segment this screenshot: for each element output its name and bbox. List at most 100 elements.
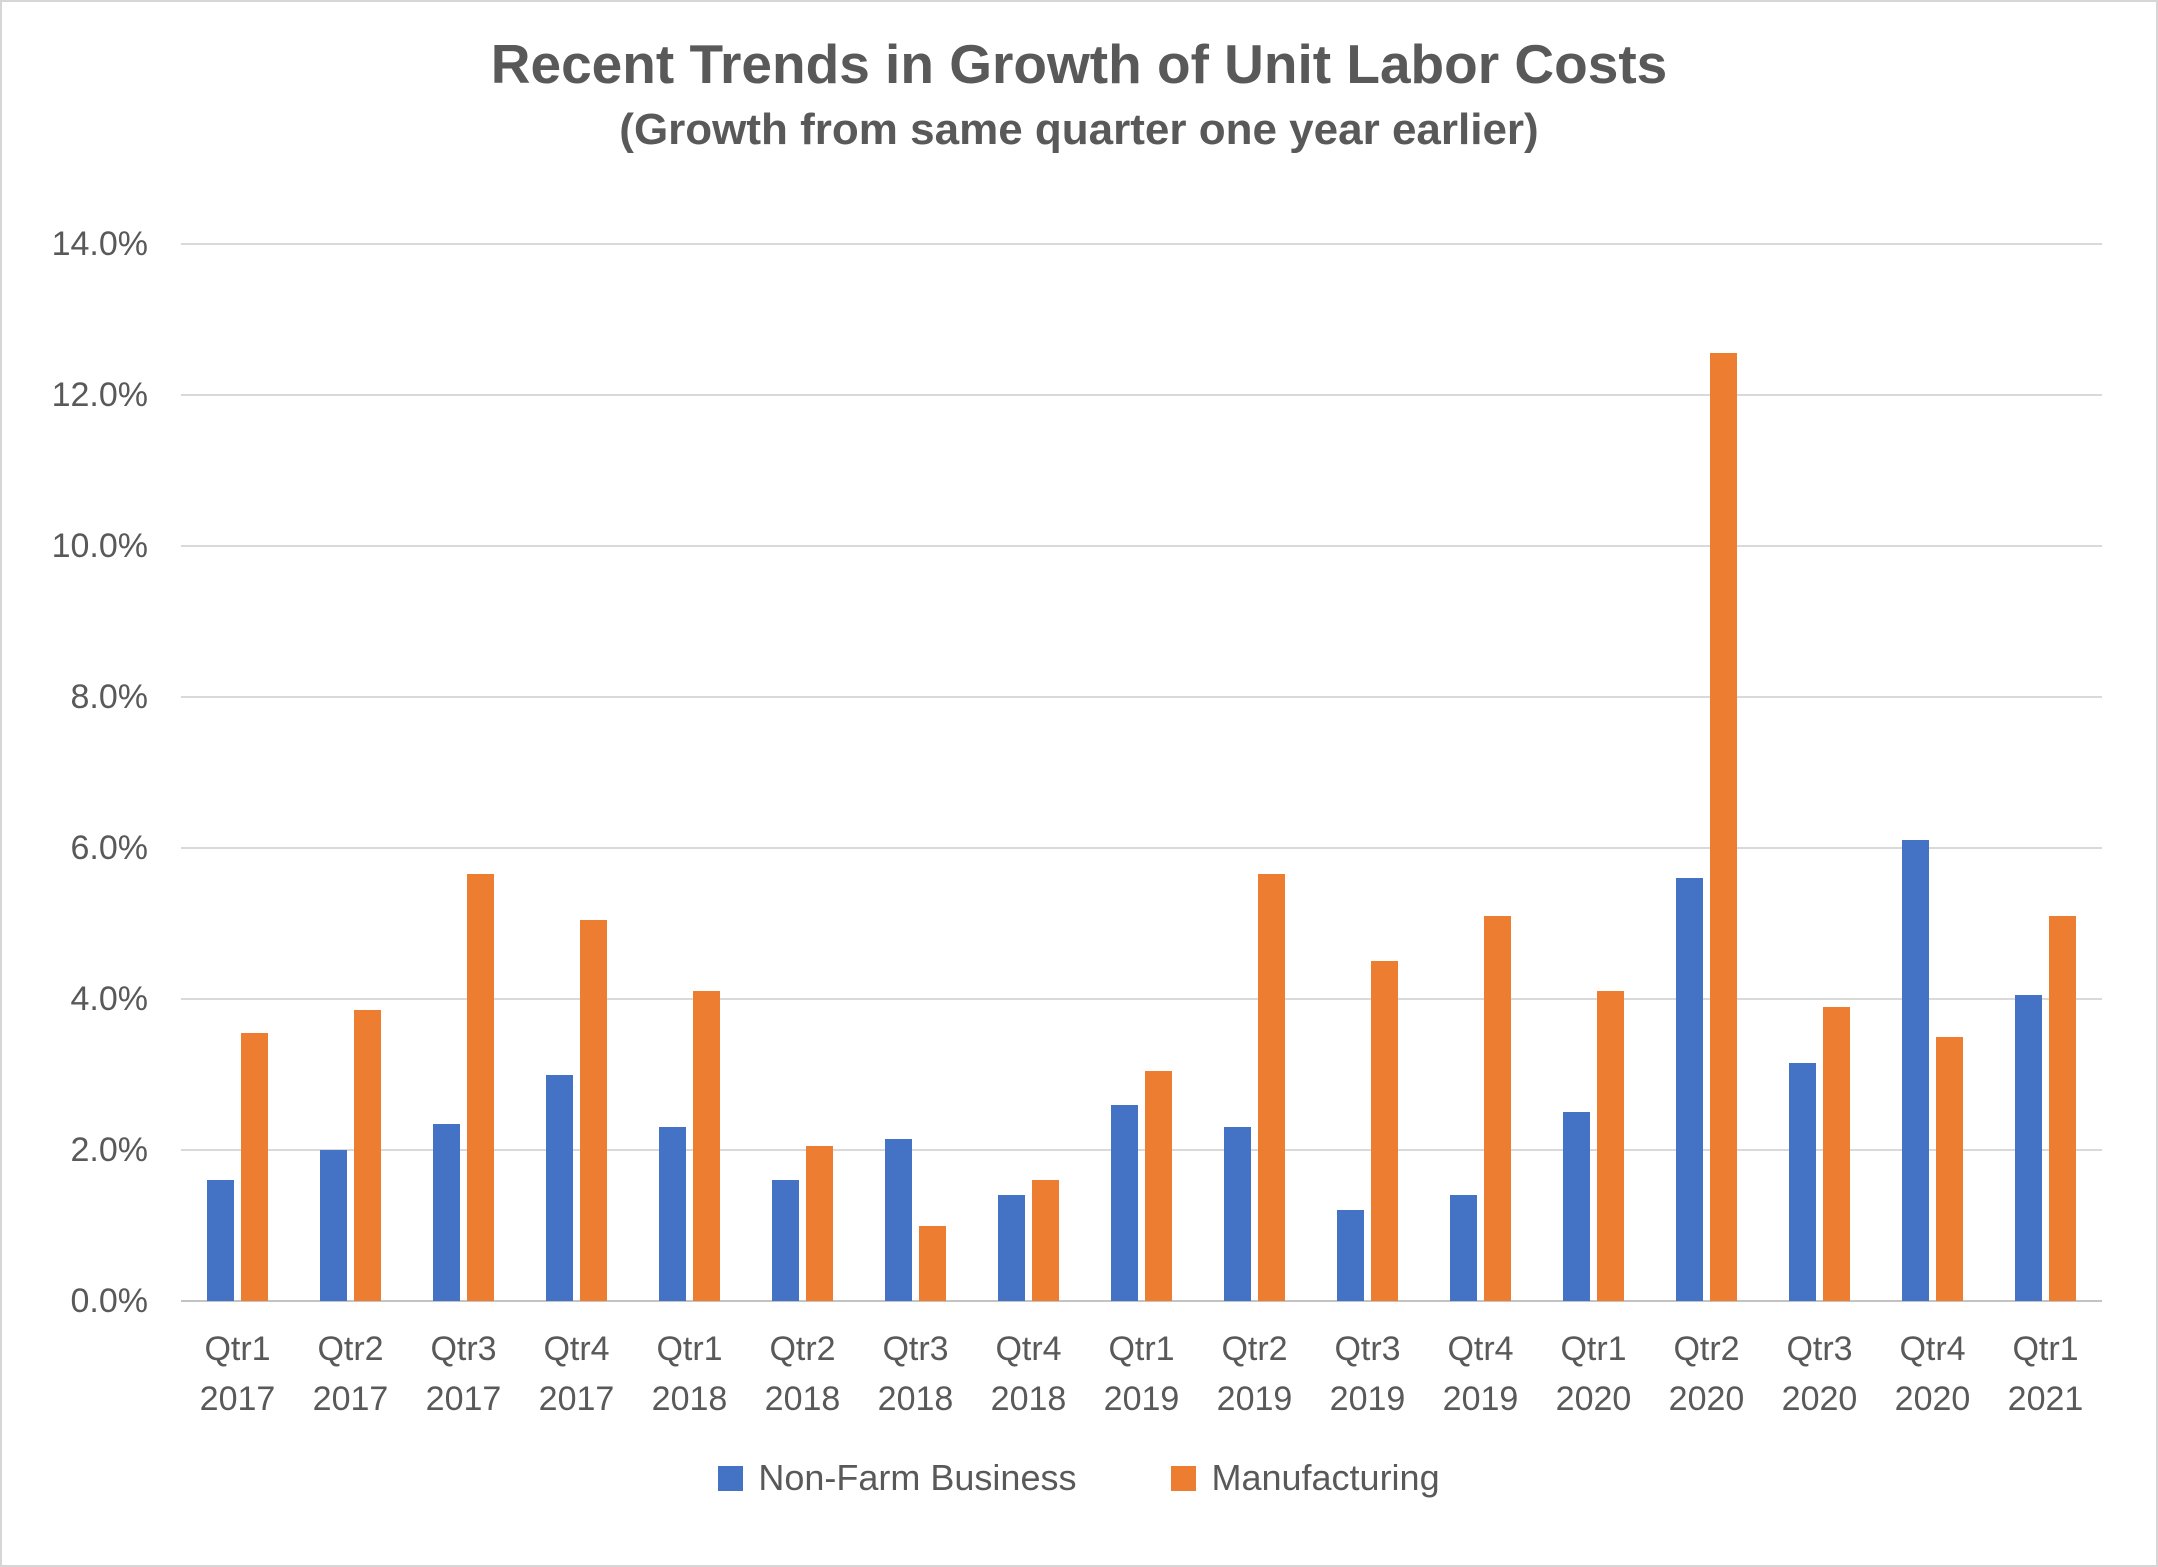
- x-tick-year: 2017: [312, 1380, 389, 1418]
- x-tick-label: Qtr1 2018: [633, 1324, 746, 1424]
- y-tick-label: 12.0%: [51, 376, 148, 414]
- x-tick-quarter: Qtr2: [317, 1330, 384, 1368]
- y-tick-label: 8.0%: [70, 678, 149, 716]
- x-tick-year: 2018: [990, 1380, 1067, 1418]
- x-tick-label: Qtr3 2019: [1311, 1324, 1424, 1424]
- bar-non-farm-business: [659, 1127, 686, 1301]
- x-tick-quarter: Qtr3: [1334, 1330, 1401, 1368]
- bar-non-farm-business: [1111, 1104, 1138, 1301]
- bar-manufacturing: [1597, 991, 1624, 1301]
- bar-non-farm-business: [320, 1150, 347, 1301]
- bar-non-farm-business: [433, 1123, 460, 1301]
- x-tick-label: Qtr3 2020: [1763, 1324, 1876, 1424]
- bar-manufacturing: [1145, 1070, 1172, 1301]
- bar-group: [294, 244, 407, 1301]
- x-tick-quarter: Qtr1: [1560, 1330, 1627, 1368]
- bar-non-farm-business: [1450, 1195, 1477, 1301]
- bar-group: [972, 244, 1085, 1301]
- bar-group: [407, 244, 520, 1301]
- x-tick-label: Qtr2 2020: [1650, 1324, 1763, 1424]
- x-tick-label: Qtr1 2020: [1537, 1324, 1650, 1424]
- gridline: [181, 998, 2102, 1000]
- bar-manufacturing: [1484, 915, 1511, 1301]
- gridline: [181, 696, 2102, 698]
- bar-manufacturing: [354, 1010, 381, 1301]
- x-tick-label: Qtr4 2020: [1876, 1324, 1989, 1424]
- x-tick-quarter: Qtr4: [1447, 1330, 1514, 1368]
- bar-non-farm-business: [1789, 1063, 1816, 1301]
- x-tick-quarter: Qtr1: [1108, 1330, 1175, 1368]
- bar-non-farm-business: [1224, 1127, 1251, 1301]
- bar-manufacturing: [1258, 874, 1285, 1301]
- x-tick-label: Qtr4 2019: [1424, 1324, 1537, 1424]
- x-axis-labels: Qtr1 2017 Qtr2 2017 Qtr3 2017 Qtr4 2017 Qtr1 2018…: [181, 1324, 2102, 1434]
- x-tick-year: 2017: [199, 1380, 276, 1418]
- bar-group: [1311, 244, 1424, 1301]
- legend-label: Non-Farm Business: [758, 1457, 1077, 1498]
- x-tick-quarter: Qtr2: [1673, 1330, 1740, 1368]
- bar-non-farm-business: [885, 1138, 912, 1301]
- x-tick-label: Qtr2 2018: [746, 1324, 859, 1424]
- y-tick-label: 4.0%: [70, 980, 149, 1018]
- bar-group: [1537, 244, 1650, 1301]
- x-tick-quarter: Qtr1: [656, 1330, 723, 1368]
- x-tick-label: Qtr1 2019: [1085, 1324, 1198, 1424]
- bar-non-farm-business: [546, 1074, 573, 1301]
- gridline: [181, 243, 2102, 245]
- bar-group: [859, 244, 972, 1301]
- gridline: [181, 394, 2102, 396]
- x-tick-quarter: Qtr2: [769, 1330, 836, 1368]
- x-tick-year: 2018: [764, 1380, 841, 1418]
- legend-item-non-farm-business: Non-Farm Business: [718, 1457, 1076, 1499]
- x-tick-year: 2021: [2007, 1380, 2084, 1418]
- x-tick-label: Qtr2 2019: [1198, 1324, 1311, 1424]
- legend-swatch-icon: [718, 1465, 744, 1491]
- y-tick-label: 14.0%: [51, 225, 148, 263]
- y-axis-labels: 0.0% 2.0% 4.0% 6.0% 8.0% 10.0% 12.0% 14.0%: [2, 225, 152, 1320]
- bar-manufacturing: [2049, 915, 2076, 1301]
- bar-group: [520, 244, 633, 1301]
- y-tick-label: 0.0%: [70, 1282, 149, 1320]
- legend-label: Manufacturing: [1211, 1457, 1440, 1498]
- bar-group: [1424, 244, 1537, 1301]
- bar-group: [1876, 244, 1989, 1301]
- x-axis-baseline: [181, 1300, 2102, 1302]
- bar-group: [181, 244, 294, 1301]
- bar-non-farm-business: [1902, 840, 1929, 1301]
- bar-non-farm-business: [772, 1180, 799, 1301]
- x-tick-year: 2017: [538, 1380, 615, 1418]
- x-tick-quarter: Qtr4: [543, 1330, 610, 1368]
- x-tick-label: Qtr4 2018: [972, 1324, 1085, 1424]
- x-tick-year: 2020: [1781, 1380, 1858, 1418]
- x-tick-year: 2019: [1216, 1380, 1293, 1418]
- bar-non-farm-business: [1563, 1112, 1590, 1301]
- bar-manufacturing: [467, 874, 494, 1301]
- legend: Non-Farm Business Manufacturing: [2, 1457, 2156, 1499]
- bar-non-farm-business: [2015, 995, 2042, 1301]
- chart-title: Recent Trends in Growth of Unit Labor Co…: [490, 33, 1668, 95]
- bar-non-farm-business: [998, 1195, 1025, 1301]
- bar-non-farm-business: [1676, 878, 1703, 1301]
- legend-item-manufacturing: Manufacturing: [1171, 1457, 1440, 1499]
- gridline: [181, 847, 2102, 849]
- bar-group: [1763, 244, 1876, 1301]
- bar-manufacturing: [1710, 353, 1737, 1301]
- legend-swatch-icon: [1171, 1465, 1197, 1491]
- x-tick-year: 2019: [1103, 1380, 1180, 1418]
- x-tick-label: Qtr4 2017: [520, 1324, 633, 1424]
- plot-area: [181, 243, 2102, 1302]
- bar-group: [633, 244, 746, 1301]
- x-tick-year: 2019: [1329, 1380, 1406, 1418]
- bar-group: [1650, 244, 1763, 1301]
- x-tick-year: 2020: [1894, 1380, 1971, 1418]
- bar-group: [1198, 244, 1311, 1301]
- gridline: [181, 545, 2102, 547]
- x-tick-quarter: Qtr1: [2012, 1330, 2079, 1368]
- x-tick-year: 2018: [651, 1380, 728, 1418]
- x-tick-year: 2020: [1668, 1380, 1745, 1418]
- bar-manufacturing: [1936, 1036, 1963, 1301]
- x-tick-quarter: Qtr3: [882, 1330, 949, 1368]
- x-tick-quarter: Qtr4: [995, 1330, 1062, 1368]
- x-tick-year: 2018: [877, 1380, 954, 1418]
